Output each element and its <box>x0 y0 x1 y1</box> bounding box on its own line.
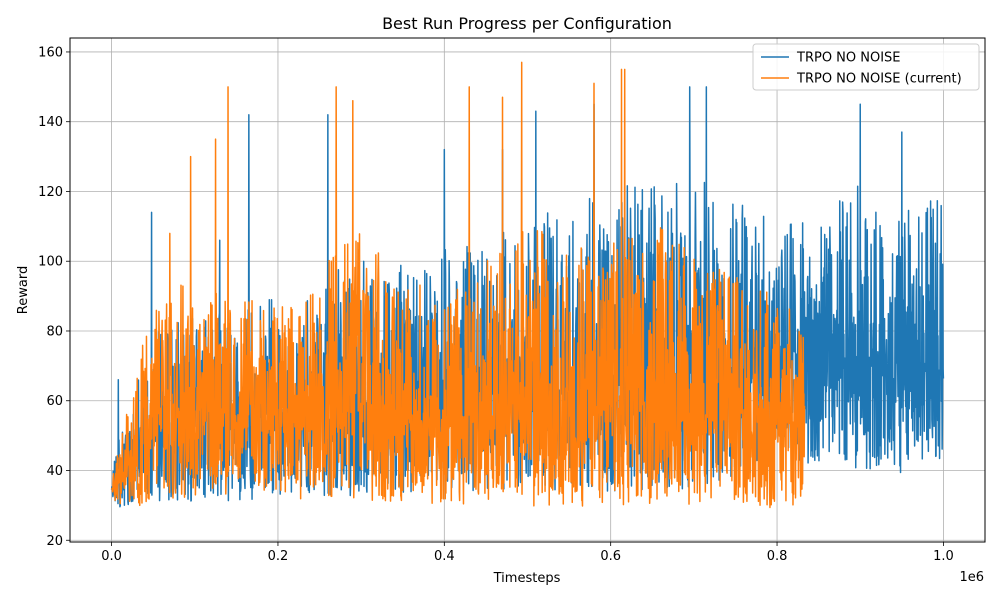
x-ticks: 0.0 0.2 0.4 0.6 0.8 1.0 <box>101 542 954 564</box>
y-tick-label: 120 <box>38 185 63 200</box>
y-tick-label: 160 <box>38 45 63 60</box>
x-axis-title: Timesteps <box>493 571 561 586</box>
y-tick-label: 140 <box>38 115 63 130</box>
legend-box <box>752 43 980 91</box>
y-ticks: 20 40 60 80 100 120 140 160 <box>38 45 70 549</box>
x-tick-label: 0.2 <box>268 549 289 564</box>
y-tick-label: 100 <box>38 255 63 270</box>
legend-label: TRPO NO NOISE (current) <box>796 72 962 87</box>
legend: TRPO NO NOISE TRPO NO NOISE (current) <box>752 43 980 91</box>
y-axis-title: Reward <box>16 266 31 314</box>
x-offset-label: 1e6 <box>959 570 984 585</box>
y-tick-label: 20 <box>46 534 63 549</box>
x-tick-label: 0.8 <box>767 549 788 564</box>
x-tick-label: 0.4 <box>434 549 455 564</box>
plot-area <box>110 61 945 509</box>
y-tick-label: 80 <box>46 324 63 339</box>
series-line-1 <box>110 61 806 509</box>
x-tick-label: 0.6 <box>600 549 621 564</box>
series-layer <box>110 61 945 509</box>
axes-frame <box>69 37 986 543</box>
y-tick-label: 60 <box>46 394 63 409</box>
x-tick-label: 0.0 <box>101 549 122 564</box>
x-tick-label: 1.0 <box>933 549 954 564</box>
legend-label: TRPO NO NOISE <box>796 51 901 66</box>
y-tick-label: 40 <box>46 464 63 479</box>
chart-title: Best Run Progress per Configuration <box>382 14 672 33</box>
